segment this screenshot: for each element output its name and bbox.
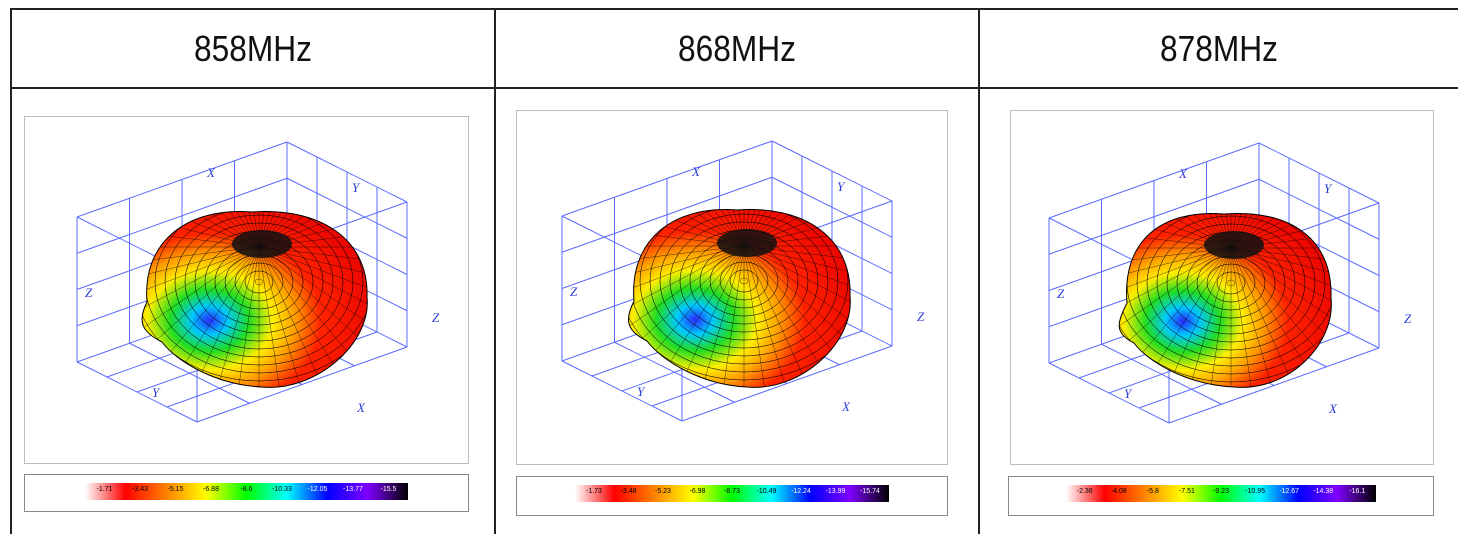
radiation-pattern-plot-858: X Y Z Z Y X	[24, 116, 469, 464]
frequency-header-878: 878MHz	[1160, 27, 1278, 69]
gain-colorbar-878: -2.36 -4.08 -5.8 -7.51 -9.23 -10.95 -12.67 -14.…	[1008, 476, 1434, 516]
axis-label-x-top: X	[206, 165, 216, 180]
colorbar-tick-label: -12.24	[791, 488, 811, 495]
surface-mesh	[628, 209, 851, 388]
axis-label-y-bottom: Y	[1124, 386, 1133, 401]
radiation-pattern-plot-868: X Y Z Z Y X	[516, 110, 948, 465]
colorbar-tick-label: -15.74	[860, 488, 880, 495]
colorbar-tick-label: -3.48	[620, 488, 637, 495]
results-table	[10, 8, 1458, 534]
colorbar-tick-label: -8.6	[240, 486, 253, 493]
axis-label-y-bottom: Y	[637, 384, 646, 399]
colorbar-gradient	[85, 483, 408, 500]
radiation-pattern-3d-858: X Y Z Z Y X	[76, 141, 440, 423]
radiation-pattern-3d-878: X Y Z Z Y X	[1048, 142, 1412, 424]
axis-label-z-right: Z	[432, 310, 440, 325]
axis-label-z-right: Z	[917, 309, 925, 324]
colorbar-tick-label: -10.33	[272, 486, 292, 493]
colorbar-tick-label: -14.38	[1313, 488, 1334, 495]
colorbar-tick-label: -6.88	[203, 486, 219, 493]
radiation-pattern-surface	[141, 210, 368, 388]
colorbar-gradient	[1066, 485, 1376, 502]
frequency-header-868: 868MHz	[678, 27, 796, 69]
colorbar-tick-label: -10.95	[1245, 488, 1265, 495]
colorbar-tick-label: -8.73	[724, 488, 740, 495]
gain-colorbar-858: -1.71 -3.43 -5.15 -6.88 -8.6 -10.33 -12.05 -13.…	[24, 474, 469, 512]
colorbar-tick-label: -2.36	[1076, 488, 1093, 495]
axis-label-y-top: Y	[352, 180, 361, 195]
radiation-pattern-surface	[627, 208, 851, 388]
colorbar-tick-label: -16.1	[1349, 488, 1366, 495]
colorbar-tick-label: -7.51	[1178, 488, 1195, 495]
colorbar-tick-label: -1.71	[96, 486, 113, 493]
colorbar-gradient	[575, 485, 889, 502]
axis-label-z-left: Z	[570, 284, 578, 299]
column-divider-2	[978, 8, 980, 534]
surface-mesh	[1119, 213, 1332, 388]
axis-label-y-top: Y	[837, 179, 846, 194]
colorbar-tick-label: -6.98	[689, 488, 706, 495]
colorbar-tick-label: -5.23	[655, 488, 671, 495]
colorbar-tick-label: -3.43	[132, 486, 148, 493]
axis-label-x-bottom: X	[1328, 401, 1338, 416]
column-divider-1	[494, 8, 496, 534]
axis-label-x-top: X	[691, 164, 701, 179]
header-divider	[10, 87, 1458, 89]
gain-colorbar-868: -1.73 -3.48 -5.23 -6.98 -8.73 -10.49 -12.24 -13…	[516, 476, 948, 516]
colorbar-tick-label: -4.08	[1110, 488, 1127, 495]
axis-label-y-top: Y	[1324, 181, 1333, 196]
axis-label-y-bottom: Y	[152, 385, 161, 400]
colorbar-tick-label: -5.15	[167, 486, 184, 493]
colorbar-tick-label: -12.67	[1279, 488, 1300, 495]
axis-label-x-bottom: X	[841, 399, 851, 414]
axis-label-z-left: Z	[85, 285, 93, 300]
colorbar-tick-label: -9.23	[1213, 488, 1229, 495]
colorbar-tick-label: -12.05	[307, 486, 328, 493]
colorbar-tick-label: -10.49	[756, 488, 777, 495]
axis-label-x-top: X	[1178, 166, 1188, 181]
colorbar-tick-label: -13.99	[825, 488, 846, 495]
axis-label-z-right: Z	[1404, 311, 1412, 326]
colorbar-tick-label: -15.5	[380, 486, 397, 493]
radiation-pattern-3d-868: X Y Z Z Y X	[561, 140, 925, 422]
radiation-pattern-plot-878: X Y Z Z Y X	[1010, 110, 1434, 465]
axis-label-x-bottom: X	[356, 400, 366, 415]
colorbar-tick-label: -5.8	[1146, 488, 1159, 495]
axis-label-z-left: Z	[1057, 286, 1065, 301]
radiation-pattern-surface	[1118, 212, 1332, 388]
frequency-header-858: 858MHz	[194, 27, 312, 69]
colorbar-tick-label: -13.77	[343, 486, 363, 493]
colorbar-tick-label: -1.73	[585, 488, 602, 495]
